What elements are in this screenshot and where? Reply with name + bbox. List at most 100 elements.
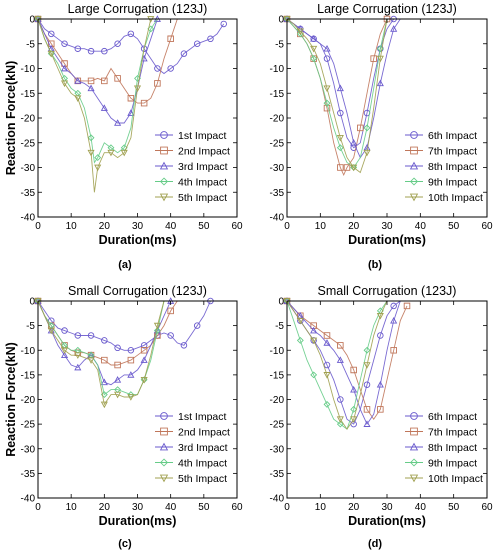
legend-item: 8th Impact xyxy=(405,442,477,454)
data-point xyxy=(100,401,108,409)
legend-label: 8th Impact xyxy=(428,161,477,173)
panel-caption: (a) xyxy=(118,259,132,271)
legend-item: 8th Impact xyxy=(405,161,477,173)
data-point xyxy=(114,391,122,399)
chart-title: Large Corrugation (123J) xyxy=(317,2,457,16)
legend-label: 1st Impact xyxy=(178,130,227,142)
series-line xyxy=(286,18,388,169)
data-point xyxy=(337,164,344,171)
chart-title: Small Corrugation (123J) xyxy=(68,284,207,298)
chart-title: Large Corrugation (123J) xyxy=(68,2,208,16)
legend-item: 9th Impact xyxy=(405,176,477,188)
data-point xyxy=(390,316,398,324)
data-point xyxy=(337,109,344,117)
panel-caption: (c) xyxy=(118,538,132,550)
data-point xyxy=(323,44,331,52)
data-point xyxy=(337,342,344,349)
legend-item: 10th Impact xyxy=(405,473,483,485)
legend-marker xyxy=(409,161,419,170)
data-point xyxy=(383,15,391,23)
data-point xyxy=(94,154,102,162)
x-tick-label: 50 xyxy=(198,221,210,232)
x-tick-label: 10 xyxy=(66,221,78,232)
data-point xyxy=(323,400,331,408)
data-point xyxy=(336,420,344,428)
y-tick-label: -20 xyxy=(270,114,285,125)
data-point xyxy=(350,405,358,413)
x-tick-label: 50 xyxy=(448,221,460,232)
x-axis-label: Duration(ms) xyxy=(348,514,426,528)
data-point xyxy=(114,40,121,48)
series-1 xyxy=(34,15,227,75)
data-point xyxy=(87,332,95,339)
y-tick-label: -15 xyxy=(270,370,285,381)
data-point xyxy=(323,339,331,346)
chart-panel-3: Small Corrugation (123J) 0 10 20 30 40 50 60 -40… xyxy=(4,284,243,550)
series-2 xyxy=(34,15,178,107)
data-point xyxy=(376,312,384,320)
series-4 xyxy=(34,15,158,164)
data-point xyxy=(370,55,377,62)
data-point xyxy=(193,322,201,329)
legend-marker xyxy=(160,146,168,155)
data-point xyxy=(193,40,201,48)
legend-label: 7th Impact xyxy=(428,145,477,157)
data-point xyxy=(390,302,397,310)
data-point xyxy=(167,332,174,339)
data-point xyxy=(107,149,115,157)
data-point xyxy=(101,356,108,364)
data-point xyxy=(323,99,331,107)
series-line xyxy=(286,300,388,430)
data-point xyxy=(60,347,69,354)
legend-label: 1st Impact xyxy=(178,411,227,423)
legend-label: 3rd Impact xyxy=(178,161,228,173)
y-tick-label: -40 xyxy=(21,494,36,505)
x-tick-label: 50 xyxy=(198,502,210,513)
data-point xyxy=(74,45,82,52)
data-point xyxy=(87,149,95,157)
legend-label: 8th Impact xyxy=(428,442,477,454)
y-tick-label: -15 xyxy=(21,370,36,381)
y-tick-label: -5 xyxy=(26,39,35,50)
legend-item: 4th Impact xyxy=(155,457,227,469)
x-tick-label: 60 xyxy=(481,502,493,513)
data-point xyxy=(101,47,108,55)
data-point xyxy=(48,30,55,38)
legend-label: 9th Impact xyxy=(428,176,477,188)
y-tick-label: 0 xyxy=(278,297,284,308)
y-tick-label: -35 xyxy=(21,469,36,480)
data-point xyxy=(114,376,122,383)
data-point xyxy=(310,35,318,42)
y-tick-label: -25 xyxy=(21,138,36,149)
data-point xyxy=(133,85,142,93)
data-point xyxy=(376,380,384,388)
x-tick-label: 60 xyxy=(481,221,493,232)
data-point xyxy=(350,139,358,146)
legend-label: 9th Impact xyxy=(428,457,477,469)
x-tick-label: 40 xyxy=(165,221,177,232)
data-point xyxy=(350,366,357,374)
data-point xyxy=(140,99,148,107)
series-5 xyxy=(34,298,165,409)
legend-item: 2nd Impact xyxy=(155,426,230,438)
data-point xyxy=(323,85,331,93)
series-line xyxy=(286,300,401,426)
data-point xyxy=(87,134,95,142)
data-point xyxy=(60,351,69,359)
y-tick-label: -10 xyxy=(270,64,285,75)
y-tick-label: -35 xyxy=(270,469,285,480)
data-point xyxy=(74,95,82,102)
data-point xyxy=(296,317,304,325)
legend-label: 4th Impact xyxy=(178,457,227,469)
data-point xyxy=(350,385,358,393)
data-point xyxy=(350,416,358,423)
x-tick-label: 30 xyxy=(132,221,144,232)
data-point xyxy=(310,55,318,63)
data-point xyxy=(336,416,344,423)
data-point xyxy=(154,65,161,72)
data-point xyxy=(114,119,122,126)
data-point xyxy=(140,342,148,349)
data-point xyxy=(363,406,371,413)
data-point xyxy=(74,332,82,339)
legend-marker xyxy=(159,474,169,483)
